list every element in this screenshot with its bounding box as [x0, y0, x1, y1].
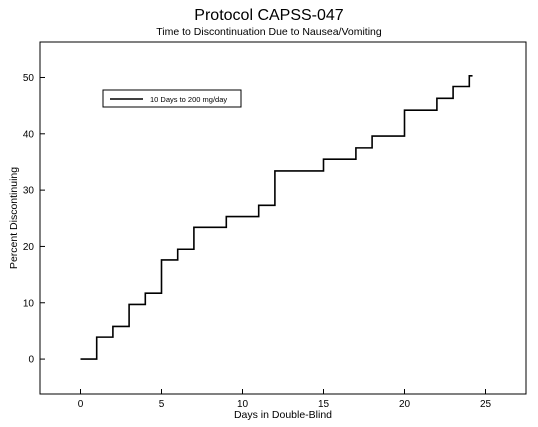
y-axis-ticks: 0 10 20 30 40 50 — [23, 73, 45, 366]
y-axis-label: Percent Discontinuing — [8, 167, 20, 269]
chart-title: Protocol CAPSS-047 — [194, 7, 344, 24]
x-tick-label: 10 — [237, 399, 249, 410]
y-tick-label: 50 — [23, 73, 35, 84]
x-tick-label: 25 — [480, 399, 492, 410]
y-tick-label: 0 — [28, 355, 34, 366]
y-tick-label: 10 — [23, 298, 35, 309]
legend: 10 Days to 200 mg/day — [102, 89, 242, 108]
series-step-line — [80, 74, 473, 360]
x-axis-label: Days in Double-Blind — [234, 409, 332, 421]
chart-subtitle: Time to Discontinuation Due to Nausea/Vo… — [156, 26, 382, 38]
x-axis-ticks: 0 5 10 15 20 25 — [78, 389, 492, 410]
y-tick-label: 40 — [23, 129, 35, 140]
x-tick-label: 0 — [78, 399, 84, 410]
legend-label: 10 Days to 200 mg/day — [150, 95, 227, 104]
legend-box — [102, 89, 242, 108]
x-tick-label: 20 — [399, 399, 411, 410]
y-tick-label: 20 — [23, 242, 35, 253]
y-tick-label: 30 — [23, 186, 35, 197]
x-tick-label: 5 — [159, 399, 165, 410]
x-tick-label: 15 — [318, 399, 330, 410]
plot-frame — [39, 41, 527, 395]
